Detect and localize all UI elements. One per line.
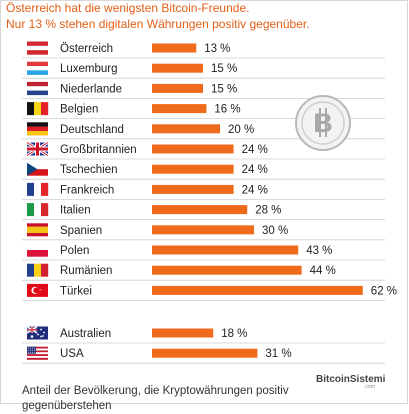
- flag-gb-icon: [26, 141, 49, 157]
- flag-pl-icon: [27, 243, 48, 257]
- footer-note-line1: Anteil der Bevölkerung, die Kryptowährun…: [22, 385, 289, 397]
- flag-cz-icon: [27, 162, 48, 176]
- bar: [152, 328, 214, 338]
- footer-note: Anteil der Bevölkerung, die Kryptowährun…: [22, 384, 289, 414]
- value-label: 24 %: [242, 184, 268, 196]
- value-label: 62 %: [371, 285, 397, 297]
- flag-es-icon: [27, 223, 48, 237]
- bar: [152, 245, 299, 255]
- bar: [152, 225, 254, 235]
- category-label: Tschechien: [60, 164, 118, 176]
- value-label: 15 %: [211, 83, 237, 95]
- bar: [152, 285, 363, 295]
- value-label: 15 %: [211, 63, 237, 75]
- value-label: 24 %: [242, 164, 268, 176]
- flag-fr-icon: [27, 182, 49, 196]
- value-label: 20 %: [228, 124, 254, 136]
- bar-chart: Österreich 13 % Luxemburg 15 % Niederlande 15…: [22, 41, 397, 364]
- bar: [152, 184, 234, 194]
- flag-au-icon: [26, 325, 48, 340]
- value-label: 44 %: [310, 265, 336, 277]
- category-label: USA: [60, 348, 84, 360]
- bar: [152, 265, 302, 275]
- value-label: 16 %: [214, 104, 240, 116]
- value-label: 43 %: [306, 245, 332, 257]
- bar: [152, 144, 234, 154]
- flag-ro-icon: [27, 263, 49, 277]
- category-label: Polen: [60, 245, 89, 257]
- flag-be-icon: [27, 102, 49, 116]
- bar: [152, 205, 248, 215]
- flag-us-icon: [27, 346, 48, 360]
- category-label: Australien: [60, 328, 111, 340]
- value-label: 13 %: [204, 43, 230, 55]
- watermark-text: BitcoinSistemi: [316, 374, 386, 385]
- category-label: Rumänien: [60, 265, 112, 277]
- category-label: Österreich: [60, 43, 113, 55]
- value-label: 31 %: [265, 348, 291, 360]
- category-label: Frankreich: [60, 184, 114, 196]
- bar: [152, 164, 234, 174]
- footer-note-line2: gegenüberstehen: [22, 400, 112, 412]
- category-label: Spanien: [60, 225, 102, 237]
- value-label: 28 %: [255, 205, 281, 217]
- category-label: Großbritannien: [60, 144, 137, 156]
- category-label: Deutschland: [60, 124, 124, 136]
- flag-it-icon: [27, 203, 49, 217]
- watermark-logo: BitcoinSistemi .com: [316, 374, 386, 390]
- flag-lu-icon: [27, 61, 48, 75]
- flag-at-icon: [27, 41, 48, 55]
- svg-text:B: B: [313, 108, 333, 138]
- chart-frame: [0, 0, 408, 404]
- bar: [152, 43, 197, 53]
- category-label: Niederlande: [60, 83, 122, 95]
- chart-subtitle: Nur 13 % stehen digitalen Währungen posi…: [6, 17, 310, 31]
- watermark-suffix: .com: [364, 384, 375, 390]
- value-label: 30 %: [262, 225, 288, 237]
- value-label: 18 %: [221, 328, 247, 340]
- flag-nl-icon: [27, 81, 48, 96]
- category-label: Türkei: [60, 285, 92, 297]
- category-label: Luxemburg: [60, 63, 118, 75]
- category-label: Belgien: [60, 104, 98, 116]
- bar: [152, 348, 258, 358]
- bar: [152, 104, 207, 114]
- bar: [152, 124, 220, 134]
- bar: [152, 83, 203, 93]
- bitcoin-coin-icon: B: [295, 95, 351, 151]
- chart-title: Österreich hat die wenigsten Bitcoin-Fre…: [6, 1, 250, 15]
- flag-tr-icon: [27, 283, 48, 297]
- bar: [152, 63, 203, 73]
- category-label: Italien: [60, 205, 91, 217]
- flag-de-icon: [27, 122, 48, 136]
- value-label: 24 %: [242, 144, 268, 156]
